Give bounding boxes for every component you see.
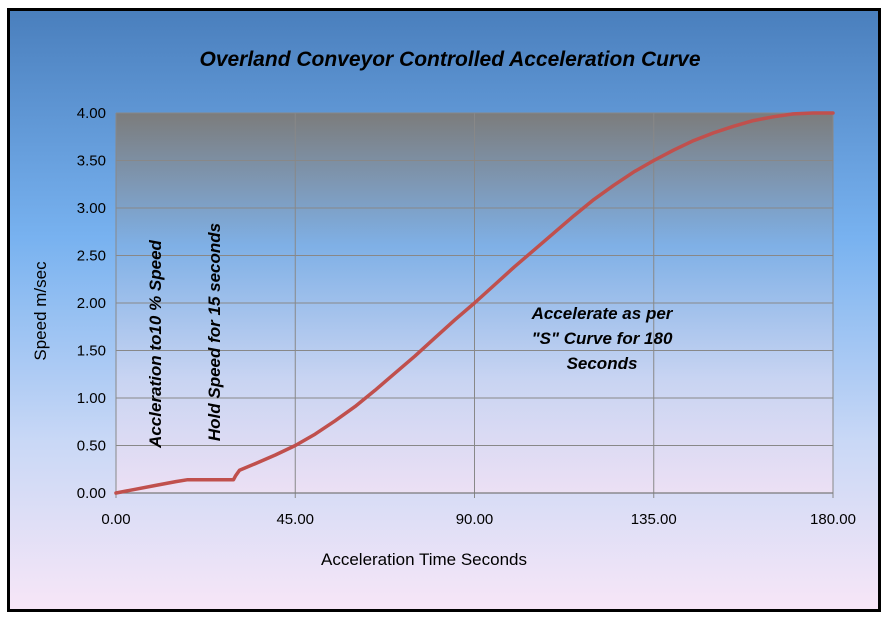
x-tick-label: 135.00 (631, 511, 677, 528)
tick-labels: 0.00 0.50 1.00 1.50 2.00 2.50 3.00 3.50 4.00 0.00… (77, 105, 856, 528)
y-tick-label: 4.00 (77, 105, 106, 122)
y-tick-label: 0.50 (77, 438, 106, 455)
x-tick-label: 90.00 (456, 511, 494, 528)
y-tick-label: 3.00 (77, 200, 106, 217)
chart-title: Overland Conveyor Controlled Acceleratio… (199, 48, 700, 71)
y-tick-label: 3.50 (77, 153, 106, 170)
x-tick-label: 0.00 (101, 511, 130, 528)
y-tick-label: 0.00 (77, 485, 106, 502)
x-axis-title: Acceleration Time Seconds (321, 550, 527, 569)
x-tick-label: 180.00 (810, 511, 856, 528)
y-tick-label: 1.00 (77, 390, 106, 407)
annotation-hold-speed: Hold Speed for 15 seconds (205, 223, 224, 441)
y-tick-label: 2.00 (77, 295, 106, 312)
y-tick-label: 2.50 (77, 248, 106, 265)
grid-lines (115, 112, 834, 498)
annotation-s-curve-line-1: Accelerate as per (531, 304, 674, 323)
y-axis-title: Speed m/sec (31, 261, 50, 361)
annotation-acceleration: Accleration to10 % Speed (146, 239, 165, 448)
y-tick-label: 1.50 (77, 343, 106, 360)
series-line-speed (114, 111, 835, 495)
annotation-s-curve-line-3: Seconds (567, 354, 638, 373)
x-tick-label: 45.00 (276, 511, 314, 528)
annotation-s-curve-line-2: "S" Curve for 180 (532, 329, 673, 348)
